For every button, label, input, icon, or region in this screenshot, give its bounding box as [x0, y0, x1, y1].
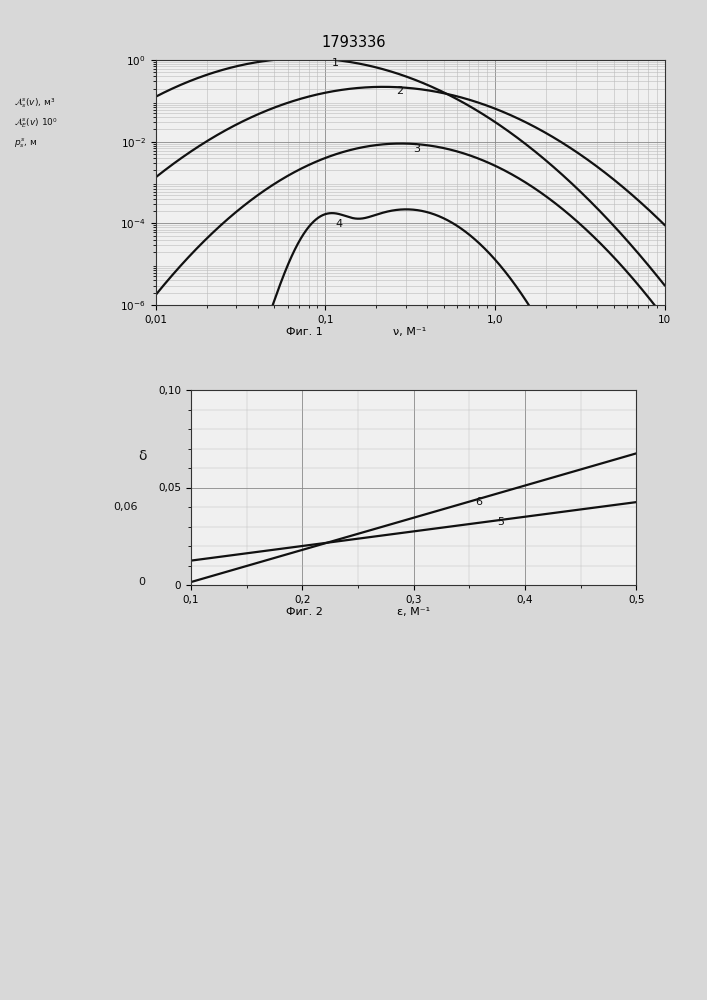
Text: 1793336: 1793336 — [321, 35, 386, 50]
Text: 2: 2 — [396, 86, 403, 96]
Text: 0: 0 — [138, 577, 145, 587]
Text: Фиг. 2: Фиг. 2 — [286, 607, 322, 617]
X-axis label: ε, М⁻¹: ε, М⁻¹ — [397, 607, 430, 617]
Text: 4: 4 — [336, 219, 343, 229]
Text: 3: 3 — [413, 144, 420, 154]
Text: 6: 6 — [475, 497, 482, 507]
Text: δ: δ — [138, 449, 146, 463]
Text: 1: 1 — [332, 58, 339, 68]
Text: 5: 5 — [497, 517, 504, 527]
Text: Фиг. 1: Фиг. 1 — [286, 327, 322, 337]
Text: $\mathcal{A}_E^s(v)$ 10⁰: $\mathcal{A}_E^s(v)$ 10⁰ — [14, 116, 58, 129]
Text: $\mathcal{A}_s^s(v)$, м³: $\mathcal{A}_s^s(v)$, м³ — [14, 96, 55, 109]
Text: 0,06: 0,06 — [113, 502, 138, 512]
Text: $p_s^s$, м: $p_s^s$, м — [14, 136, 37, 149]
X-axis label: ν, М⁻¹: ν, М⁻¹ — [393, 328, 427, 338]
